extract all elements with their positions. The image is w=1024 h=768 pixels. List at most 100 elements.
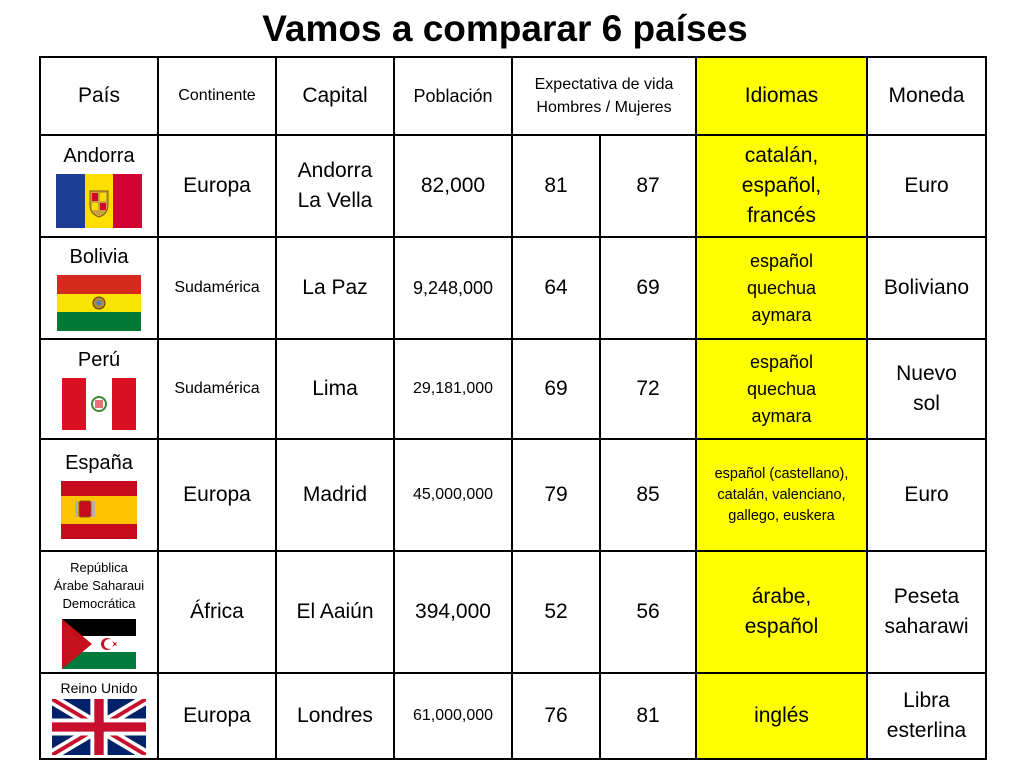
country-name: Bolivia — [69, 246, 129, 268]
moneda-line: Libra — [903, 689, 950, 712]
country-cell: República Árabe Saharaui Democrática — [39, 550, 159, 674]
page-title: Vamos a comparar 6 países — [262, 8, 748, 49]
country-cell: Bolivia — [39, 236, 159, 340]
capital-line: Lima — [312, 377, 358, 400]
poblacion-cell: 45,000,000 — [393, 438, 513, 552]
idioma-line: catalán, — [744, 144, 819, 167]
uk-flag-icon — [52, 699, 146, 755]
moneda-cell: Nuevo sol — [866, 338, 987, 440]
idiomas-cell: árabe, español — [695, 550, 868, 674]
idioma-line: árabe, — [751, 585, 812, 608]
country-cell: Reino Unido — [39, 672, 159, 760]
mujeres-cell: 81 — [599, 672, 697, 760]
capital-cell: Andorra La Vella — [275, 134, 395, 238]
mujeres-cell: 69 — [599, 236, 697, 340]
mujeres-cell: 85 — [599, 438, 697, 552]
poblacion-cell: 61,000,000 — [393, 672, 513, 760]
header-capital: Capital — [275, 56, 395, 136]
bolivia-flag-icon — [57, 275, 141, 331]
idioma-line: francés — [747, 204, 816, 227]
continente-cell: Europa — [157, 134, 277, 238]
moneda-line: Boliviano — [883, 276, 970, 299]
moneda-line: Euro — [904, 174, 949, 197]
header-expectativa-line1: Expectativa de vida — [534, 76, 674, 93]
hombres-cell: 69 — [511, 338, 601, 440]
capital-line: Londres — [297, 704, 373, 727]
country-cell: España — [39, 438, 159, 552]
andorra-flag-icon — [56, 174, 142, 228]
capital-line: La Vella — [297, 189, 373, 212]
idioma-line: español — [744, 615, 819, 638]
capital-cell: El Aaiún — [275, 550, 395, 674]
table-row: Bolivia Sudamérica La Paz 9,248,000 64 6… — [39, 236, 987, 340]
countries-table: País Continente Capital Población Expect… — [39, 56, 987, 760]
poblacion-cell: 9,248,000 — [393, 236, 513, 340]
continente-cell: Europa — [157, 672, 277, 760]
poblacion-cell: 82,000 — [393, 134, 513, 238]
idiomas-cell: español quechua aymara — [695, 338, 868, 440]
poblacion-cell: 29,181,000 — [393, 338, 513, 440]
country-name: República — [70, 560, 128, 575]
header-idiomas: Idiomas — [695, 56, 868, 136]
idioma-line: catalán, valenciano, — [717, 486, 846, 503]
idioma-line: español — [749, 351, 814, 372]
moneda-cell: Boliviano — [866, 236, 987, 340]
continente-cell: Sudamérica — [157, 338, 277, 440]
capital-line: Andorra — [297, 159, 373, 182]
table-row: España Europa Madrid 45,000,000 79 85 es… — [39, 438, 987, 552]
table-row: Reino Unido Europa Londres 61,000,000 76… — [39, 672, 987, 760]
sahrawi-flag-icon — [62, 619, 136, 669]
header-pais: País — [39, 56, 159, 136]
moneda-line: saharawi — [884, 615, 969, 638]
country-name: Perú — [77, 349, 121, 371]
idiomas-cell: inglés — [695, 672, 868, 760]
poblacion-cell: 394,000 — [393, 550, 513, 674]
capital-line: La Paz — [302, 276, 368, 299]
moneda-line: Euro — [904, 483, 949, 506]
header-poblacion: Población — [393, 56, 513, 136]
header-expectativa: Expectativa de vida Hombres / Mujeres — [511, 56, 697, 136]
idioma-line: español, — [741, 174, 822, 197]
spain-flag-icon — [61, 481, 137, 539]
hombres-cell: 79 — [511, 438, 601, 552]
idioma-line: aymara — [751, 304, 812, 325]
continente-cell: Europa — [157, 438, 277, 552]
idioma-line: gallego, euskera — [728, 507, 835, 524]
idioma-line: inglés — [754, 704, 809, 727]
hombres-cell: 64 — [511, 236, 601, 340]
capital-cell: Londres — [275, 672, 395, 760]
table-row: Andorra Europa Andorra La Vella 82,000 81… — [39, 134, 987, 238]
idiomas-cell: español quechua aymara — [695, 236, 868, 340]
idioma-line: quechua — [746, 277, 817, 298]
hombres-cell: 76 — [511, 672, 601, 760]
header-expectativa-line2: Hombres / Mujeres — [536, 99, 672, 116]
header-row: País Continente Capital Población Expect… — [39, 56, 987, 136]
hombres-cell: 52 — [511, 550, 601, 674]
idioma-line: aymara — [751, 405, 812, 426]
moneda-cell: Peseta saharawi — [866, 550, 987, 674]
continente-cell: África — [157, 550, 277, 674]
moneda-line: Peseta — [893, 585, 960, 608]
header-continente: Continente — [157, 56, 277, 136]
country-cell: Andorra — [39, 134, 159, 238]
country-name: Andorra — [63, 145, 135, 167]
capital-cell: Madrid — [275, 438, 395, 552]
hombres-cell: 81 — [511, 134, 601, 238]
moneda-line: esterlina — [886, 719, 967, 742]
mujeres-cell: 87 — [599, 134, 697, 238]
capital-cell: Lima — [275, 338, 395, 440]
country-name: Árabe Saharaui — [53, 578, 145, 593]
country-name: Reino Unido — [60, 680, 138, 696]
capital-line: Madrid — [302, 483, 368, 506]
continente-cell: Sudamérica — [157, 236, 277, 340]
capital-line: El Aaiún — [296, 600, 374, 623]
moneda-line: sol — [913, 392, 940, 415]
mujeres-cell: 56 — [599, 550, 697, 674]
country-cell: Perú — [39, 338, 159, 440]
peru-flag-icon — [62, 378, 136, 430]
moneda-cell: Euro — [866, 438, 987, 552]
idioma-line: español (castellano), — [714, 465, 849, 482]
moneda-line: Nuevo — [896, 362, 957, 385]
mujeres-cell: 72 — [599, 338, 697, 440]
moneda-cell: Euro — [866, 134, 987, 238]
